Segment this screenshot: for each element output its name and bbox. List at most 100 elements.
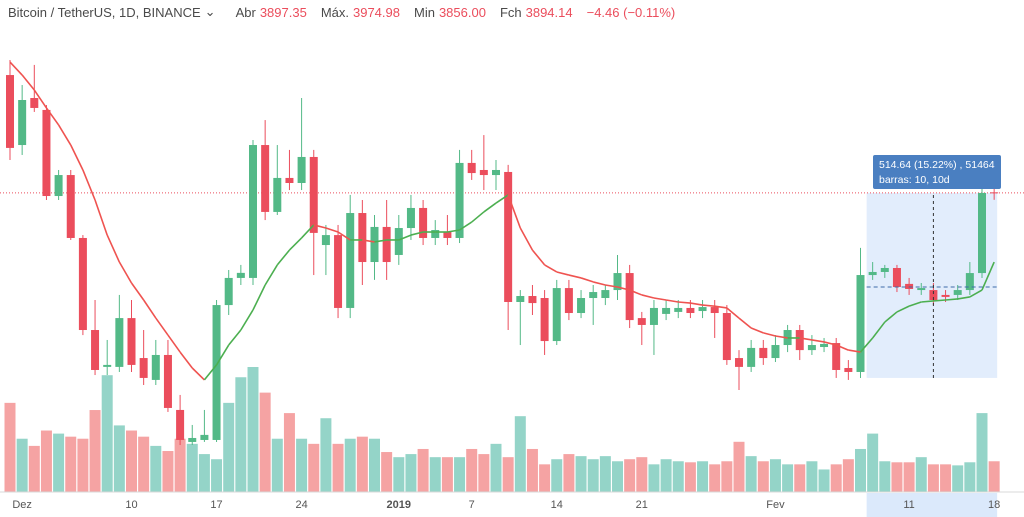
ma-segment (70, 144, 84, 171)
ma-segment (690, 302, 703, 306)
high-value: 3974.98 (352, 4, 400, 20)
candle-body (649, 307, 658, 325)
candle-body (905, 283, 914, 289)
volume-bar (648, 464, 660, 492)
volume-bar (441, 457, 453, 492)
volume-bar (150, 445, 162, 492)
caret[interactable]: ⌄ (204, 4, 216, 19)
candle-body (42, 109, 51, 197)
ma-segment (337, 231, 351, 241)
ma-segment (410, 231, 424, 236)
volume-bar (89, 410, 101, 492)
candle-body (309, 156, 318, 233)
volume-bar (369, 438, 380, 492)
x-tick-label: 17 (210, 499, 222, 511)
candle-body (941, 294, 950, 297)
volume-bar (101, 375, 113, 492)
candle-body (662, 307, 671, 314)
candle-body (370, 226, 379, 263)
candle-body (151, 354, 160, 380)
candle-body (868, 271, 877, 276)
volume-bar (526, 448, 538, 492)
volume-bar (684, 462, 696, 492)
ma-segment (859, 337, 874, 353)
candle-body (30, 98, 39, 108)
candle-body (759, 347, 768, 359)
candle-body (990, 192, 999, 194)
candle-body (492, 169, 500, 176)
x-tick-label: 24 (295, 499, 307, 511)
candle-body (589, 292, 598, 299)
x-tick-label: 11 (903, 499, 914, 511)
volume-bar (198, 454, 210, 492)
ma-segment (678, 301, 691, 304)
volume-bar (782, 464, 794, 492)
ma-segment (82, 169, 96, 201)
ma-segment (945, 298, 958, 301)
volume-bar (964, 462, 976, 492)
volume-bar (940, 464, 952, 492)
volume-bar (478, 454, 490, 492)
symbol-title: Bitcoin / TetherUS, 1D, BINANCE (8, 4, 201, 20)
volume-bar (126, 430, 137, 492)
ma-segment (33, 89, 48, 109)
volume-bar (927, 464, 939, 492)
ma-segment (969, 289, 983, 298)
ma-segment (447, 229, 460, 233)
volume-bar (709, 464, 721, 492)
volume-bar (186, 443, 198, 492)
volume-bar (794, 464, 806, 492)
ma-segment (203, 364, 218, 381)
volume-bar (174, 438, 186, 492)
volume-bar (539, 464, 551, 492)
axis-highlight (866, 493, 998, 517)
volume-bar (830, 464, 842, 492)
volume-bar (53, 433, 65, 492)
ma-segment (507, 194, 522, 229)
ma-segment (872, 321, 886, 339)
ma-segment (288, 237, 303, 251)
candle-body (115, 318, 124, 367)
ma-segment (167, 334, 181, 353)
candle-body (601, 290, 610, 299)
ma-segment (848, 349, 861, 353)
x-tick-label: Fev (766, 499, 785, 511)
ma-segment (556, 271, 570, 276)
candle-body (285, 177, 294, 184)
ma-segment (593, 281, 606, 286)
ma-segment (957, 296, 970, 300)
change-value: −4.46 (−0.11%) (586, 4, 676, 20)
ma-segment (118, 261, 133, 284)
candle-body (249, 145, 257, 278)
volume-bar (721, 461, 733, 492)
ma-segment (483, 202, 497, 213)
candle-body (929, 290, 938, 300)
candle-body (479, 169, 488, 176)
volume-bar (162, 451, 174, 492)
volume-bar (842, 459, 854, 492)
candle-body (419, 207, 428, 238)
volume-bar (4, 402, 16, 492)
candle-body (856, 275, 865, 372)
volume-bar (356, 436, 368, 492)
ma-segment (665, 299, 679, 303)
ma-segment (471, 211, 485, 223)
ma-segment (301, 224, 315, 239)
ma-segment (823, 341, 837, 346)
candle-body (406, 207, 415, 229)
volume-bar (988, 461, 1000, 492)
candle-body (735, 358, 743, 367)
candle-body (710, 307, 719, 314)
candle-body (91, 330, 100, 370)
candle-body (297, 156, 306, 184)
volume-bar (952, 465, 964, 492)
candle-body (54, 175, 63, 197)
candle-body (139, 358, 148, 378)
volume-bar (332, 443, 344, 492)
volume-bar (514, 416, 526, 492)
ma-segment (702, 304, 715, 307)
ma-segment (191, 367, 205, 381)
ma-segment (641, 294, 655, 299)
ma-segment (617, 286, 630, 291)
